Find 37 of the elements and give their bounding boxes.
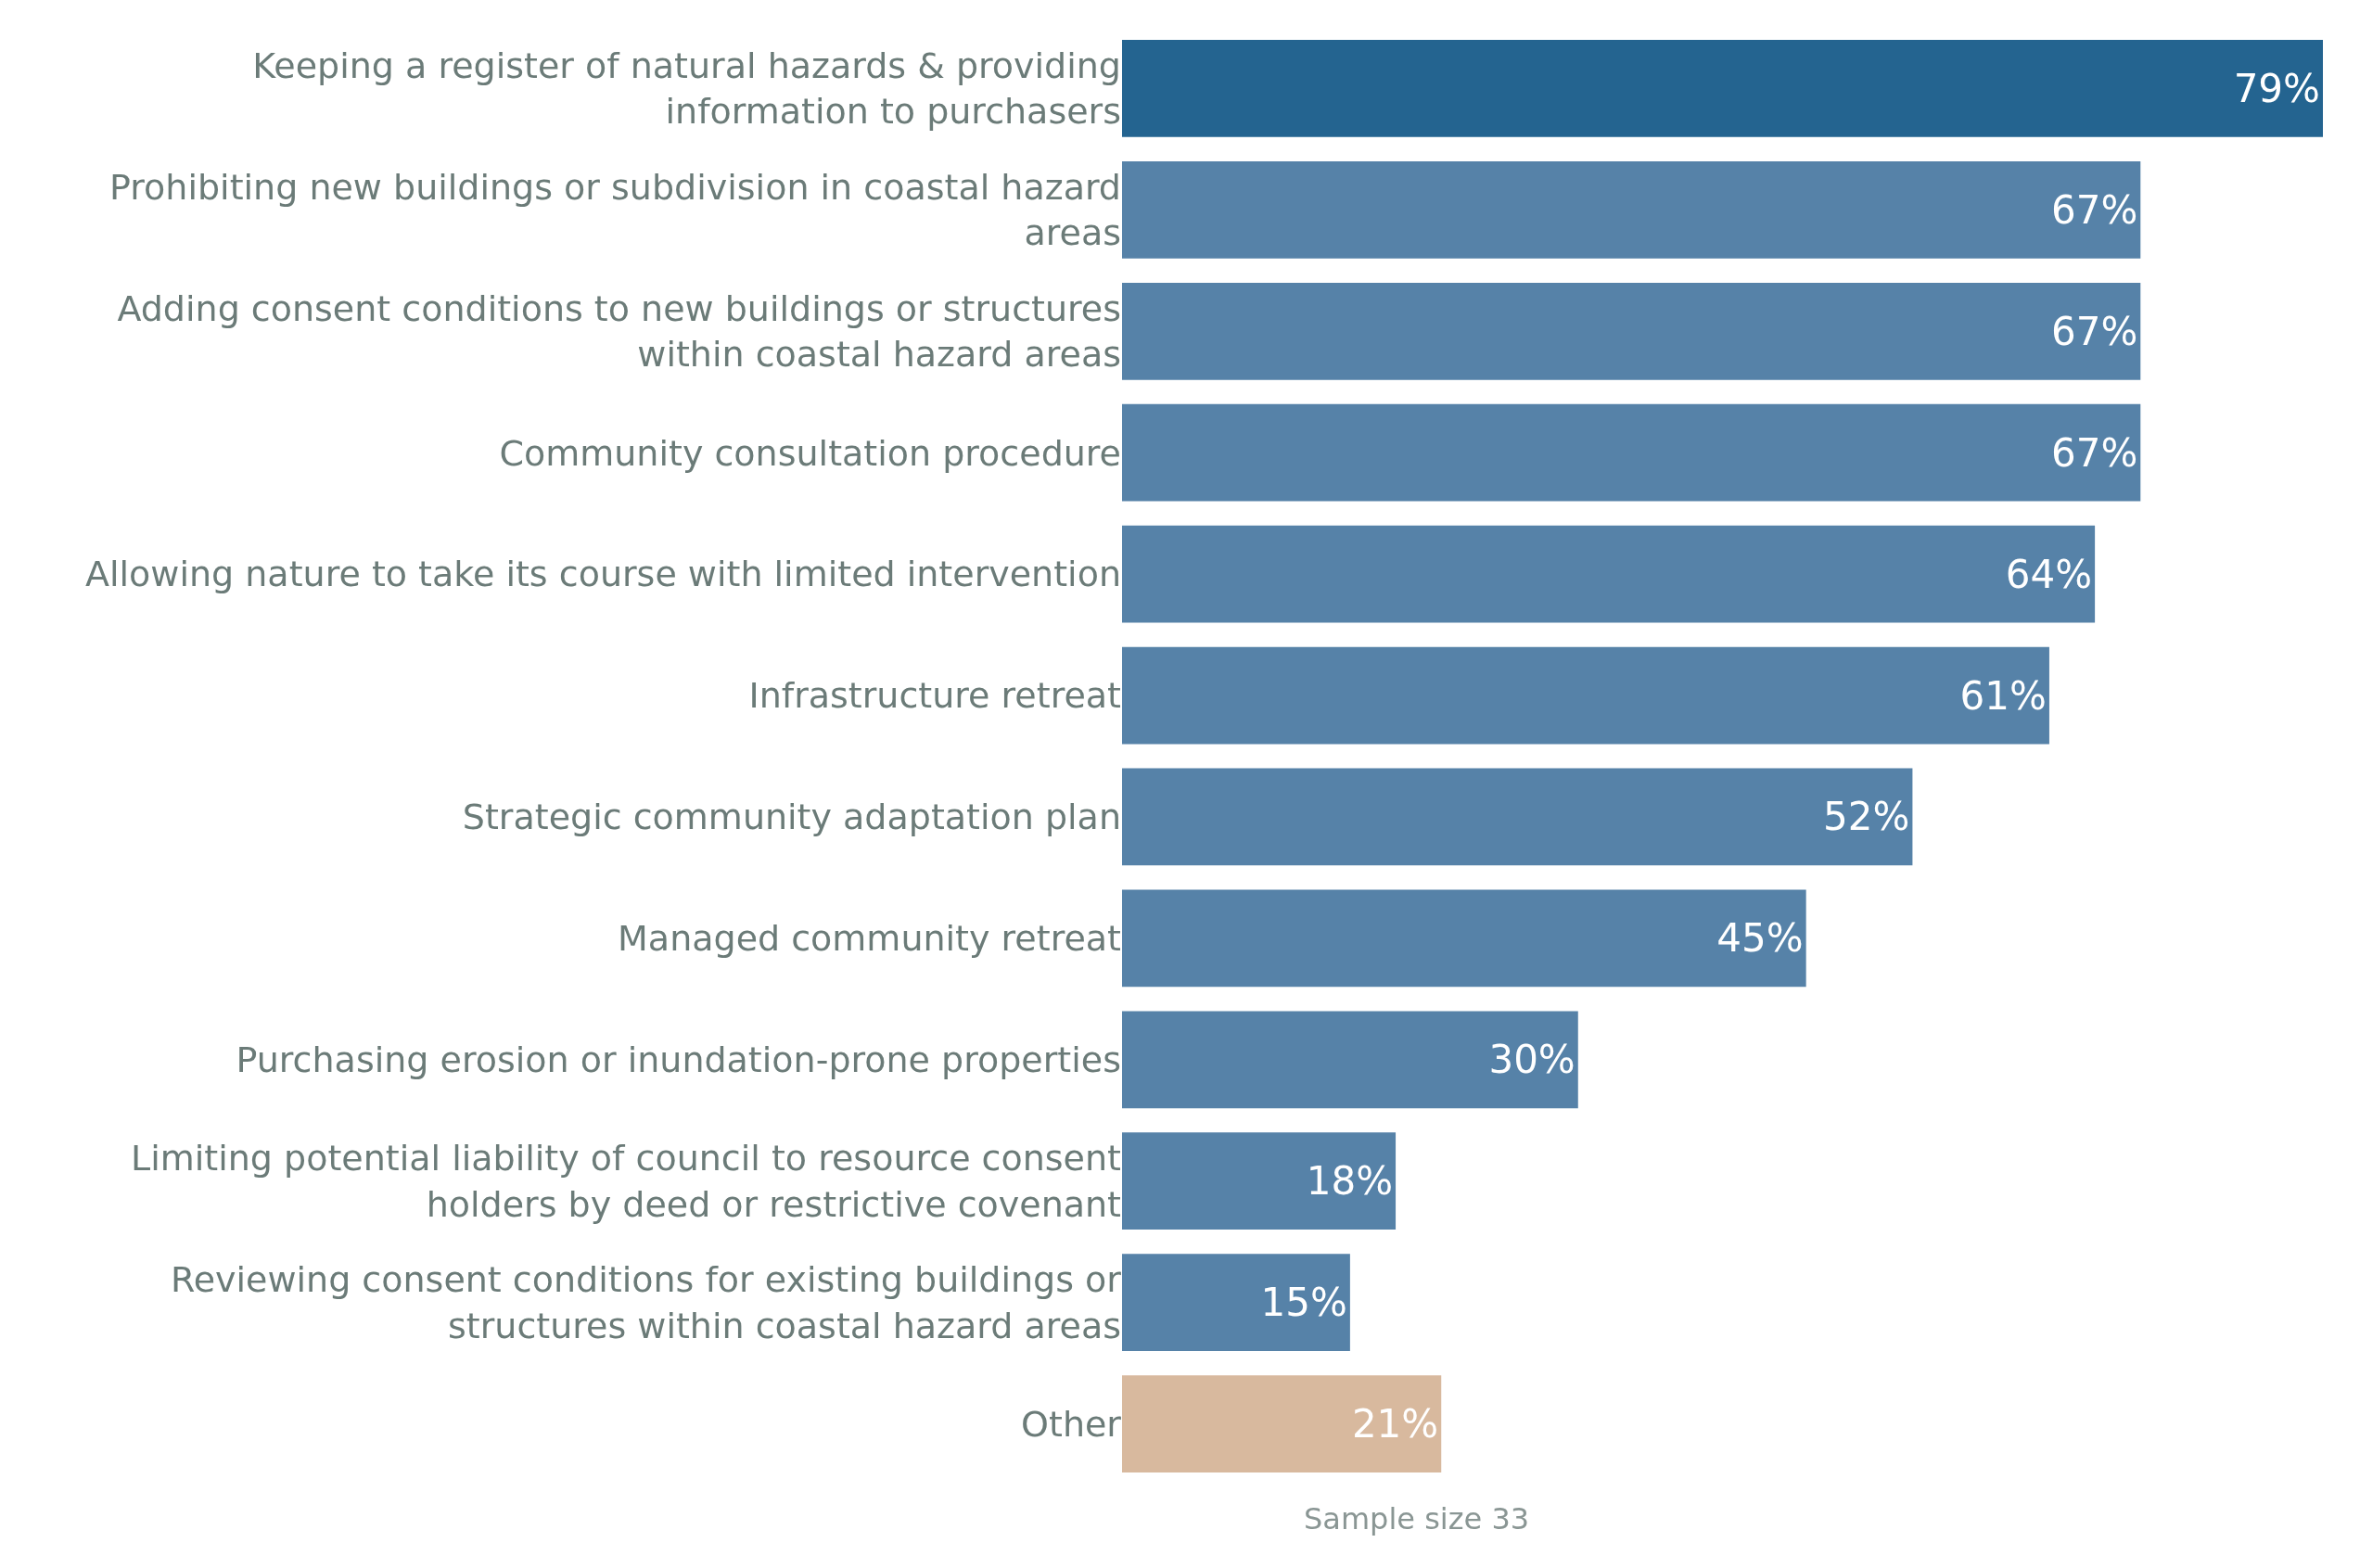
- data-label: 67%: [2050, 429, 2138, 476]
- y-tick-label: Prohibiting new buildings or subdivision in coastal hazard areas: [109, 166, 1121, 254]
- data-label: 52%: [1823, 794, 1910, 840]
- data-label: 21%: [1351, 1401, 1439, 1447]
- text: Sample size 33: [1304, 1501, 1530, 1536]
- data-label: 64%: [2005, 551, 2093, 597]
- data-label: 67%: [2050, 308, 2138, 354]
- y-tick-label: Other: [1021, 1403, 1122, 1445]
- y-tick-label: Reviewing consent conditions for existing buildings or structures within coastal hazard areas: [170, 1259, 1122, 1346]
- bar: [1122, 40, 2323, 137]
- y-tick-label: Keeping a register of natural hazards & providing information to purchasers: [252, 45, 1121, 133]
- data-label: 30%: [1488, 1037, 1575, 1083]
- y-tick-label: Strategic community adaptation plan: [462, 797, 1121, 838]
- data-label: 67%: [2050, 186, 2138, 233]
- bar: [1122, 525, 2096, 623]
- bar: [1122, 282, 2141, 380]
- bar: [1122, 646, 2049, 745]
- y-tick-label: Managed community retreat: [618, 918, 1121, 960]
- bar: [1122, 403, 2141, 502]
- y-tick-label: Community consultation procedure: [499, 432, 1121, 474]
- bar: [1122, 768, 1913, 866]
- y-tick-label: Allowing nature to take its course with limited intervention: [85, 554, 1121, 595]
- y-tick-label: Limiting potential liability of council to resource consent holders by deed or restrictive covenant: [131, 1138, 1121, 1225]
- bar: [1122, 889, 1806, 988]
- y-tick-label: Adding consent conditions to new buildings or structures within coastal hazard areas: [117, 287, 1121, 376]
- data-label: 18%: [1306, 1158, 1394, 1205]
- y-tick-label: Purchasing erosion or inundation-prone properties: [236, 1039, 1121, 1081]
- data-label: 45%: [1716, 915, 1804, 962]
- y-tick-label: Infrastructure retreat: [748, 675, 1121, 717]
- bar: [1122, 1254, 1350, 1351]
- bar: [1122, 1011, 1578, 1109]
- data-label: 61%: [1959, 672, 2047, 719]
- data-label: 15%: [1260, 1280, 1347, 1326]
- bar: [1122, 1375, 1442, 1472]
- data-label: 79%: [2233, 65, 2320, 111]
- bar: [1122, 1132, 1397, 1230]
- bar: [1122, 161, 2141, 259]
